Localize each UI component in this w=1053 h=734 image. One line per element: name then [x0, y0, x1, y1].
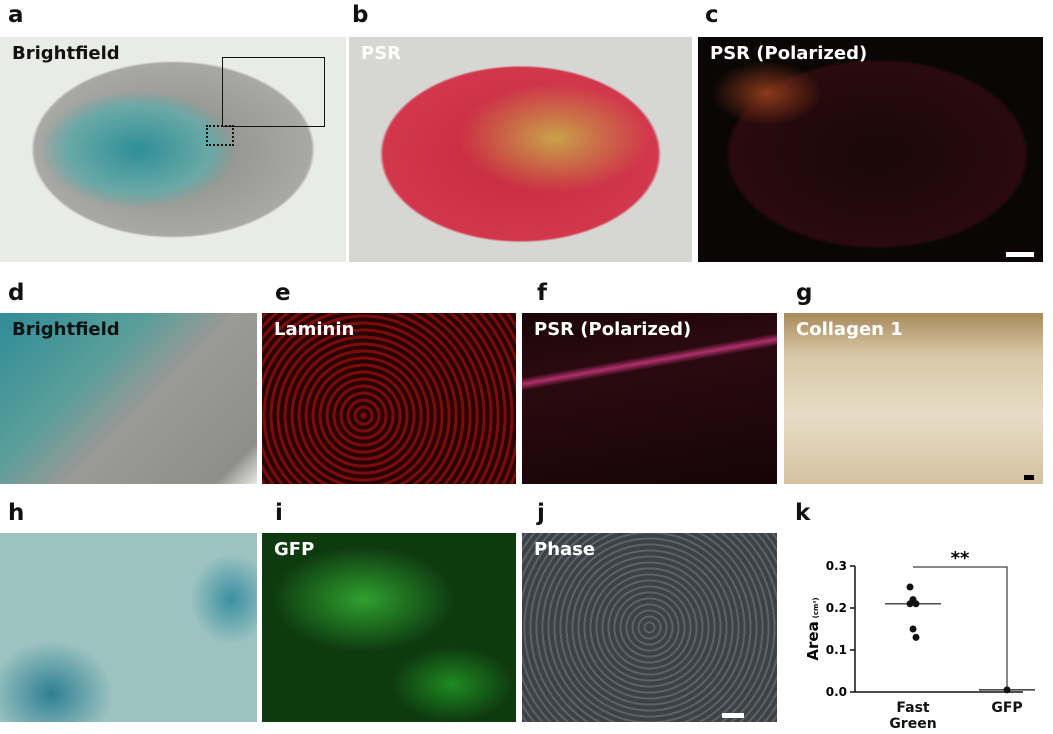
caption: PSR — [361, 43, 402, 64]
caption: Phase — [534, 539, 596, 560]
micrograph: PSR (Polarized) — [698, 37, 1043, 262]
inset-box — [206, 125, 234, 146]
micrograph: Phase — [522, 533, 777, 722]
scale-bar — [1006, 252, 1034, 257]
caption: Collagen 1 — [796, 319, 903, 340]
caption: Laminin — [274, 319, 355, 340]
x-tick-label: Fast Green — [889, 700, 937, 732]
data-point — [912, 633, 920, 641]
scale-bar — [1024, 475, 1034, 480]
panel-letter: a — [8, 2, 24, 28]
inset-box — [222, 57, 325, 127]
caption: PSR (Polarized) — [534, 319, 692, 340]
panel-letter: h — [8, 500, 25, 526]
y-tick-label: 0.3 — [826, 559, 847, 573]
panel-letter: d — [8, 280, 25, 306]
micrograph: Collagen 1 — [784, 313, 1043, 484]
micrograph: Laminin — [262, 313, 516, 484]
scale-bar — [722, 713, 744, 718]
caption: Brightfield — [12, 319, 120, 340]
panel-letter: b — [352, 2, 369, 28]
caption: GFP — [274, 539, 315, 560]
significance-bracket — [913, 566, 1008, 688]
y-axis-label: Area (cm²) — [804, 597, 822, 660]
panel-letter: e — [275, 280, 291, 306]
x-tick-label: GFP — [991, 700, 1023, 716]
panel-letter: f — [537, 280, 548, 306]
panel-letter: g — [796, 280, 813, 306]
micrograph: PSR — [349, 37, 692, 262]
caption: PSR (Polarized) — [710, 43, 868, 64]
panel-letter: j — [537, 500, 545, 526]
y-tick-label: 0.0 — [826, 685, 847, 699]
panel-letter: k — [795, 500, 811, 526]
y-tick-label: 0.2 — [826, 601, 847, 615]
data-point — [912, 600, 920, 608]
micrograph: Brightfield — [0, 37, 346, 262]
data-point — [906, 600, 914, 608]
data-point — [1003, 686, 1011, 694]
panel-letter: i — [275, 500, 283, 526]
significance-label: ** — [951, 548, 970, 569]
y-axis-label-unit: (cm²) — [812, 597, 820, 618]
micrograph — [0, 533, 257, 722]
data-point — [906, 583, 914, 591]
y-axis-label-text: Area — [804, 621, 822, 660]
caption: Brightfield — [12, 43, 120, 64]
chart: 0.0 0.1 0.2 0.3 Area (cm²) ** — [804, 548, 1035, 699]
micrograph: GFP — [262, 533, 516, 722]
y-tick-label: 0.1 — [826, 643, 847, 657]
micrograph: PSR (Polarized) — [522, 313, 777, 484]
panel-letter: c — [705, 2, 719, 28]
data-point — [909, 625, 917, 633]
micrograph: Brightfield — [0, 313, 257, 484]
